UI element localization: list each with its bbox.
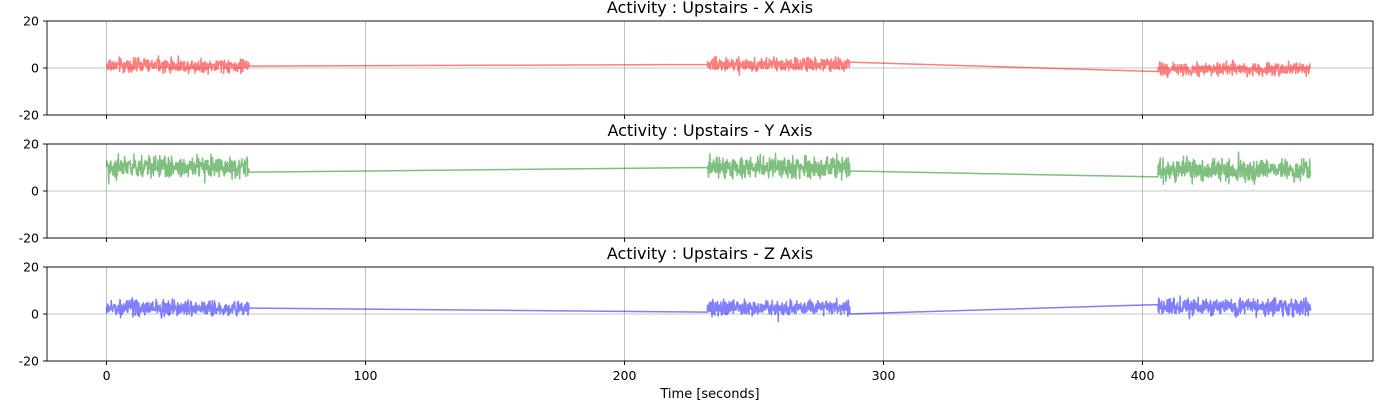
x-tick-label: 0 [103, 368, 111, 383]
series-line [105, 295, 1312, 323]
x-axis-label: Time [seconds] [659, 387, 759, 400]
y-tick-label: 0 [31, 184, 39, 199]
x-tick-label: 400 [1131, 368, 1155, 383]
chart-title: Activity : Upstairs - X Axis [607, 0, 813, 17]
x-tick-label: 200 [613, 368, 637, 383]
x-tick-label: 300 [872, 368, 896, 383]
y-tick-label: 20 [23, 260, 39, 275]
y-tick-label: 0 [31, 61, 39, 76]
series-line [105, 151, 1312, 186]
y-tick-label: -20 [19, 108, 39, 123]
y-tick-label: 20 [23, 137, 39, 152]
series-line [105, 55, 1312, 79]
y-tick-label: 20 [23, 14, 39, 29]
y-tick-label: -20 [19, 231, 39, 246]
panel-y-axis: -20 0 20 Activity : Upstairs - Y Axis [19, 121, 1374, 246]
chart-title: Activity : Upstairs - Y Axis [607, 121, 812, 140]
x-tick-label: 100 [354, 368, 378, 383]
y-tick-label: -20 [19, 354, 39, 369]
chart-title: Activity : Upstairs - Z Axis [607, 244, 813, 263]
y-tick-label: 0 [31, 307, 39, 322]
panel-x-axis: -20 0 20 Activity : Upstairs - X Axis [19, 0, 1374, 123]
